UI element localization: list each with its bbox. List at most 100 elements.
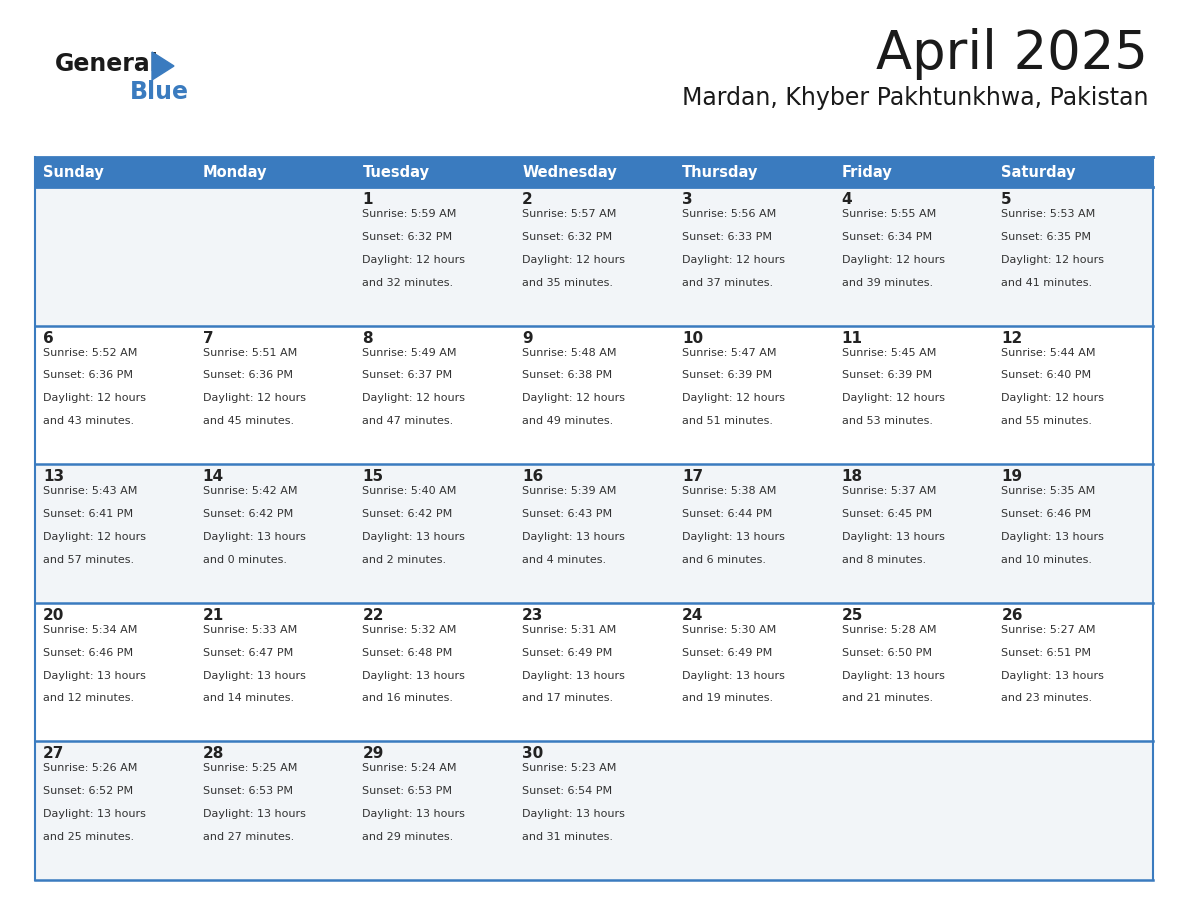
Text: 7: 7 [203, 330, 214, 345]
Text: Sunset: 6:49 PM: Sunset: 6:49 PM [682, 648, 772, 657]
Text: 12: 12 [1001, 330, 1023, 345]
Text: Sunset: 6:49 PM: Sunset: 6:49 PM [523, 648, 612, 657]
Text: and 14 minutes.: and 14 minutes. [203, 693, 293, 703]
Text: Daylight: 13 hours: Daylight: 13 hours [362, 532, 466, 542]
Bar [34, 465, 1154, 603]
Text: and 21 minutes.: and 21 minutes. [841, 693, 933, 703]
Text: Daylight: 12 hours: Daylight: 12 hours [43, 532, 146, 542]
Text: 26: 26 [1001, 608, 1023, 622]
Text: Daylight: 12 hours: Daylight: 12 hours [43, 393, 146, 403]
Text: 21: 21 [203, 608, 225, 622]
Text: Sunrise: 5:49 AM: Sunrise: 5:49 AM [362, 348, 457, 358]
Text: and 12 minutes.: and 12 minutes. [43, 693, 134, 703]
Text: Daylight: 13 hours: Daylight: 13 hours [203, 809, 305, 819]
Text: and 43 minutes.: and 43 minutes. [43, 416, 134, 426]
Bar [34, 603, 1154, 742]
Text: Sunday: Sunday [43, 164, 103, 180]
Text: and 6 minutes.: and 6 minutes. [682, 554, 766, 565]
Text: and 25 minutes.: and 25 minutes. [43, 832, 134, 842]
Text: Sunrise: 5:48 AM: Sunrise: 5:48 AM [523, 348, 617, 358]
Text: Sunrise: 5:55 AM: Sunrise: 5:55 AM [841, 209, 936, 219]
Bar [674, 157, 834, 187]
Text: April 2025: April 2025 [876, 28, 1148, 80]
Text: 9: 9 [523, 330, 532, 345]
Text: and 8 minutes.: and 8 minutes. [841, 554, 925, 565]
Text: Sunset: 6:33 PM: Sunset: 6:33 PM [682, 232, 772, 241]
Text: 6: 6 [43, 330, 53, 345]
Text: Sunrise: 5:27 AM: Sunrise: 5:27 AM [1001, 625, 1095, 635]
Text: Sunrise: 5:33 AM: Sunrise: 5:33 AM [203, 625, 297, 635]
Text: and 0 minutes.: and 0 minutes. [203, 554, 286, 565]
Text: Sunset: 6:43 PM: Sunset: 6:43 PM [523, 509, 612, 519]
Text: and 29 minutes.: and 29 minutes. [362, 832, 454, 842]
Bar [834, 157, 993, 187]
Text: Daylight: 13 hours: Daylight: 13 hours [523, 670, 625, 680]
Text: 10: 10 [682, 330, 703, 345]
Text: 17: 17 [682, 469, 703, 484]
Text: Sunset: 6:54 PM: Sunset: 6:54 PM [523, 787, 612, 796]
Text: Daylight: 13 hours: Daylight: 13 hours [841, 532, 944, 542]
Text: Sunset: 6:42 PM: Sunset: 6:42 PM [362, 509, 453, 519]
Text: Daylight: 13 hours: Daylight: 13 hours [682, 532, 785, 542]
Text: Sunset: 6:42 PM: Sunset: 6:42 PM [203, 509, 293, 519]
Text: and 51 minutes.: and 51 minutes. [682, 416, 773, 426]
Text: Sunrise: 5:44 AM: Sunrise: 5:44 AM [1001, 348, 1095, 358]
Text: 15: 15 [362, 469, 384, 484]
Text: and 4 minutes.: and 4 minutes. [523, 554, 606, 565]
Bar [195, 157, 354, 187]
Text: Sunset: 6:36 PM: Sunset: 6:36 PM [203, 371, 292, 380]
Text: Sunset: 6:37 PM: Sunset: 6:37 PM [362, 371, 453, 380]
Text: and 41 minutes.: and 41 minutes. [1001, 277, 1093, 287]
Text: and 57 minutes.: and 57 minutes. [43, 554, 134, 565]
Bar [34, 187, 1154, 326]
Text: Daylight: 13 hours: Daylight: 13 hours [1001, 670, 1104, 680]
Text: Daylight: 12 hours: Daylight: 12 hours [841, 254, 944, 264]
Text: and 32 minutes.: and 32 minutes. [362, 277, 454, 287]
Text: and 17 minutes.: and 17 minutes. [523, 693, 613, 703]
Text: Sunrise: 5:38 AM: Sunrise: 5:38 AM [682, 487, 776, 497]
Text: Daylight: 12 hours: Daylight: 12 hours [362, 254, 466, 264]
Text: Daylight: 13 hours: Daylight: 13 hours [682, 670, 785, 680]
Text: Sunset: 6:39 PM: Sunset: 6:39 PM [682, 371, 772, 380]
Text: and 2 minutes.: and 2 minutes. [362, 554, 447, 565]
Text: Sunrise: 5:26 AM: Sunrise: 5:26 AM [43, 764, 138, 773]
Text: Sunrise: 5:42 AM: Sunrise: 5:42 AM [203, 487, 297, 497]
Bar [34, 742, 1154, 880]
Text: and 49 minutes.: and 49 minutes. [523, 416, 613, 426]
Text: 28: 28 [203, 746, 225, 761]
Text: Daylight: 13 hours: Daylight: 13 hours [1001, 532, 1104, 542]
Text: Daylight: 13 hours: Daylight: 13 hours [203, 670, 305, 680]
Text: and 55 minutes.: and 55 minutes. [1001, 416, 1092, 426]
Text: Sunset: 6:45 PM: Sunset: 6:45 PM [841, 509, 931, 519]
Text: Sunrise: 5:51 AM: Sunrise: 5:51 AM [203, 348, 297, 358]
Text: Sunset: 6:50 PM: Sunset: 6:50 PM [841, 648, 931, 657]
Text: 22: 22 [362, 608, 384, 622]
Text: 18: 18 [841, 469, 862, 484]
Text: and 23 minutes.: and 23 minutes. [1001, 693, 1093, 703]
Text: Sunset: 6:48 PM: Sunset: 6:48 PM [362, 648, 453, 657]
Bar [993, 157, 1154, 187]
Text: and 10 minutes.: and 10 minutes. [1001, 554, 1092, 565]
Text: 23: 23 [523, 608, 544, 622]
Text: Daylight: 12 hours: Daylight: 12 hours [682, 393, 785, 403]
Bar [514, 157, 674, 187]
Text: Daylight: 12 hours: Daylight: 12 hours [362, 393, 466, 403]
Text: Daylight: 13 hours: Daylight: 13 hours [43, 809, 146, 819]
Text: Daylight: 12 hours: Daylight: 12 hours [1001, 393, 1105, 403]
Text: Sunrise: 5:40 AM: Sunrise: 5:40 AM [362, 487, 457, 497]
Text: Sunrise: 5:25 AM: Sunrise: 5:25 AM [203, 764, 297, 773]
Text: and 39 minutes.: and 39 minutes. [841, 277, 933, 287]
Text: Daylight: 13 hours: Daylight: 13 hours [523, 532, 625, 542]
Text: Sunset: 6:41 PM: Sunset: 6:41 PM [43, 509, 133, 519]
Text: Daylight: 13 hours: Daylight: 13 hours [523, 809, 625, 819]
Text: Sunrise: 5:37 AM: Sunrise: 5:37 AM [841, 487, 936, 497]
Text: Blue: Blue [129, 80, 189, 104]
Text: 8: 8 [362, 330, 373, 345]
Text: Tuesday: Tuesday [362, 164, 429, 180]
Text: Daylight: 13 hours: Daylight: 13 hours [841, 670, 944, 680]
Text: Daylight: 12 hours: Daylight: 12 hours [682, 254, 785, 264]
Text: Daylight: 12 hours: Daylight: 12 hours [203, 393, 305, 403]
Text: and 37 minutes.: and 37 minutes. [682, 277, 773, 287]
Text: and 47 minutes.: and 47 minutes. [362, 416, 454, 426]
Text: 1: 1 [362, 192, 373, 207]
